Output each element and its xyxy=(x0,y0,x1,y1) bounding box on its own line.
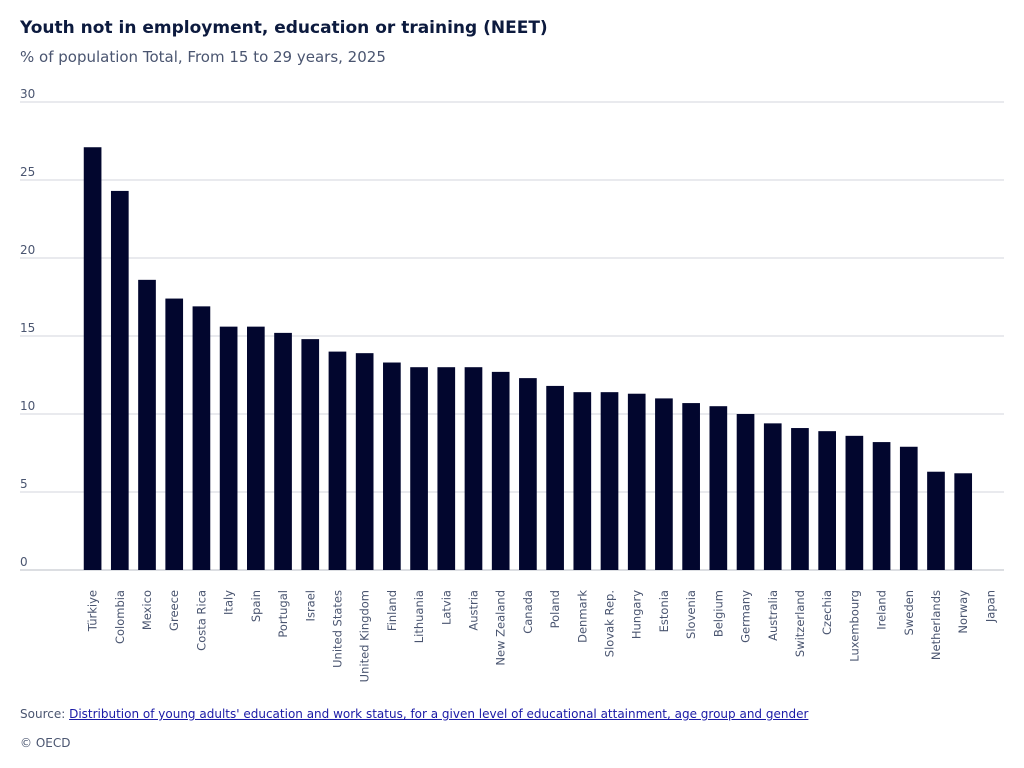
y-tick-label: 0 xyxy=(20,555,28,569)
x-tick-label: United States xyxy=(330,590,344,668)
source-note: Source: Distribution of young adults' ed… xyxy=(20,707,808,721)
bar-belgium[interactable] xyxy=(709,406,728,570)
source-link[interactable]: Distribution of young adults' education … xyxy=(69,707,809,721)
y-tick-label: 20 xyxy=(20,243,35,257)
x-tick-label: Lithuania xyxy=(412,590,426,643)
x-tick-label: Israel xyxy=(303,590,317,621)
x-tick-label: Mexico xyxy=(140,590,154,630)
x-tick-label: Finland xyxy=(385,590,399,631)
bar-norway[interactable] xyxy=(954,473,973,570)
x-tick-label: Portugal xyxy=(276,590,290,638)
bar-t-rkiye[interactable] xyxy=(83,147,102,571)
y-tick-label: 30 xyxy=(20,87,35,101)
bar-sweden[interactable] xyxy=(899,446,918,570)
x-tick-label: Japan xyxy=(983,590,997,623)
bar-estonia[interactable] xyxy=(655,398,673,570)
x-tick-label: Colombia xyxy=(113,590,127,644)
x-tick-label: Switzerland xyxy=(793,590,807,657)
x-tick-label: Greece xyxy=(167,590,181,631)
bar-netherlands[interactable] xyxy=(927,471,945,570)
bar-luxembourg[interactable] xyxy=(845,435,864,570)
bar-new-zealand[interactable] xyxy=(491,371,510,570)
bar-spain[interactable] xyxy=(247,326,265,570)
bar-switzerland[interactable] xyxy=(791,428,809,570)
bar-czechia[interactable] xyxy=(818,431,836,570)
x-tick-label: Luxembourg xyxy=(847,590,861,662)
x-tick-label: Italy xyxy=(222,590,236,615)
x-tick-label: Netherlands xyxy=(929,590,943,660)
x-tick-label: Sweden xyxy=(902,590,916,635)
source-prefix: Source: xyxy=(20,707,70,721)
bar-slovak-rep[interactable] xyxy=(600,392,619,570)
bar-poland[interactable] xyxy=(546,385,564,570)
x-tick-label: Spain xyxy=(249,590,263,622)
bars xyxy=(83,147,973,571)
bar-germany[interactable] xyxy=(736,414,755,570)
bar-australia[interactable] xyxy=(763,423,782,570)
chart-title: Youth not in employment, education or tr… xyxy=(20,18,548,38)
x-tick-label: Costa Rica xyxy=(194,590,208,651)
bar-italy[interactable] xyxy=(219,326,238,570)
y-tick-label: 15 xyxy=(20,321,35,335)
bar-denmark[interactable] xyxy=(573,392,592,570)
x-tick-label: Belgium xyxy=(711,590,725,637)
gridlines xyxy=(20,101,1004,571)
bar-lithuania[interactable] xyxy=(410,367,428,570)
x-tick-label: Australia xyxy=(766,590,780,641)
y-tick-label: 10 xyxy=(20,399,35,413)
bar-finland[interactable] xyxy=(383,362,401,570)
x-tick-label: Norway xyxy=(956,590,970,634)
x-tick-label: Türkiye xyxy=(86,590,100,632)
bar-ireland[interactable] xyxy=(872,442,891,570)
x-tick-label: Canada xyxy=(521,590,535,634)
copyright: © OECD xyxy=(20,736,71,750)
x-tick-label: Estonia xyxy=(657,590,671,632)
bar-greece[interactable] xyxy=(165,298,184,570)
bar-united-states[interactable] xyxy=(328,351,347,570)
bar-costa-rica[interactable] xyxy=(192,306,211,570)
x-tick-label: Denmark xyxy=(575,590,589,643)
x-tick-label: Czechia xyxy=(820,590,834,635)
x-tick-label: Slovak Rep. xyxy=(603,590,617,657)
bar-portugal[interactable] xyxy=(274,332,292,570)
y-tick-label: 25 xyxy=(20,165,35,179)
x-tick-label: Germany xyxy=(739,590,753,643)
bar-israel[interactable] xyxy=(301,339,320,570)
bar-hungary[interactable] xyxy=(627,393,646,570)
bar-slovenia[interactable] xyxy=(682,403,700,570)
x-tick-label: New Zealand xyxy=(494,590,508,666)
x-tick-label: Slovenia xyxy=(684,590,698,639)
x-tick-label: Ireland xyxy=(875,590,889,630)
bar-colombia[interactable] xyxy=(110,190,129,571)
x-tick-label: Poland xyxy=(548,590,562,628)
x-tick-label: Austria xyxy=(466,590,480,631)
y-tick-label: 5 xyxy=(20,477,28,491)
y-axis-ticks: 0 5 10 15 20 25 30 xyxy=(20,87,35,569)
bar-united-kingdom[interactable] xyxy=(355,353,374,570)
bar-austria[interactable] xyxy=(464,367,483,570)
x-tick-label: Latvia xyxy=(439,590,453,625)
chart-subtitle: % of population Total, From 15 to 29 yea… xyxy=(20,48,386,66)
bar-mexico[interactable] xyxy=(138,279,156,570)
x-axis-labels: Türkiye Colombia Mexico Greece Costa Rica Ita… xyxy=(86,590,998,683)
x-tick-label: Hungary xyxy=(630,590,644,639)
bar-chart: 0 5 10 15 20 25 30 Türkiye Colombia Mexico Greece… xyxy=(20,87,1004,683)
x-tick-label: United Kingdom xyxy=(358,590,372,682)
bar-latvia[interactable] xyxy=(437,367,456,570)
bar-canada[interactable] xyxy=(519,378,537,570)
